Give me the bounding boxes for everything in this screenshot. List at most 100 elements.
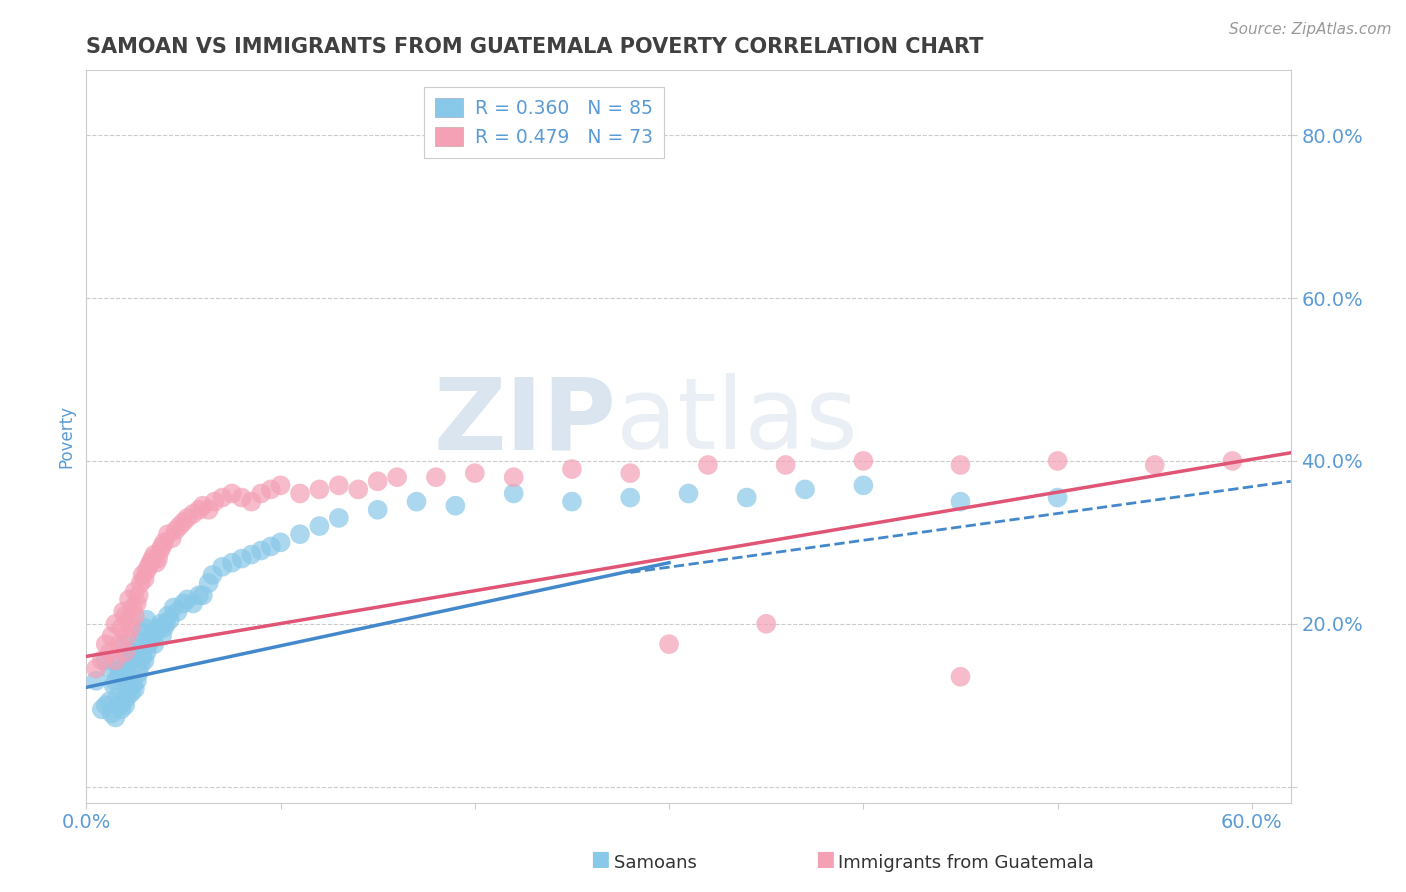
Point [169, 519, 191, 533]
Point [188, 502, 211, 516]
Point [172, 597, 194, 611]
Point [135, 564, 157, 578]
Point [211, 491, 233, 505]
Point [108, 665, 131, 680]
Point [84, 662, 107, 676]
Point [163, 600, 186, 615]
Point [240, 548, 263, 562]
Point [108, 637, 131, 651]
Point [138, 637, 160, 651]
Point [347, 483, 370, 497]
Point [159, 613, 181, 627]
Point [94, 698, 117, 713]
Point [176, 592, 198, 607]
Point [118, 681, 141, 696]
Text: ■: ■ [591, 849, 610, 869]
Point [221, 486, 243, 500]
Point [84, 673, 107, 688]
Point [114, 637, 136, 651]
Point [191, 499, 214, 513]
Point [1143, 458, 1166, 472]
Point [128, 588, 150, 602]
Point [94, 637, 117, 651]
Point [104, 710, 127, 724]
Point [115, 657, 138, 672]
Point [125, 673, 148, 688]
Point [135, 613, 157, 627]
Point [131, 649, 153, 664]
Point [678, 486, 700, 500]
Point [125, 641, 148, 656]
Point [775, 458, 797, 472]
Point [145, 624, 167, 639]
Point [221, 556, 243, 570]
Point [115, 690, 138, 705]
Point [124, 584, 146, 599]
Point [1046, 491, 1069, 505]
Point [1222, 454, 1244, 468]
Point [150, 629, 173, 643]
Point [90, 653, 112, 667]
Point [98, 645, 121, 659]
Point [288, 486, 311, 500]
Point [270, 535, 292, 549]
Point [129, 576, 152, 591]
Point [104, 673, 127, 688]
Point [105, 657, 128, 672]
Point [328, 478, 350, 492]
Point [191, 588, 214, 602]
Point [139, 633, 162, 648]
Point [231, 491, 253, 505]
Point [122, 600, 145, 615]
Point [155, 616, 177, 631]
Point [149, 616, 172, 631]
Point [141, 629, 163, 643]
Point [114, 665, 136, 680]
Point [165, 523, 187, 537]
Point [153, 535, 176, 549]
Point [128, 665, 150, 680]
Point [110, 702, 132, 716]
Point [110, 670, 132, 684]
Text: ■: ■ [815, 849, 835, 869]
Point [755, 616, 778, 631]
Point [328, 511, 350, 525]
Point [697, 458, 720, 472]
Point [166, 605, 188, 619]
Point [115, 629, 138, 643]
Point [197, 576, 219, 591]
Point [114, 645, 136, 659]
Point [94, 653, 117, 667]
Point [114, 608, 136, 623]
Point [172, 515, 194, 529]
Point [118, 613, 141, 627]
Point [135, 645, 157, 659]
Point [122, 678, 145, 692]
Point [139, 556, 162, 570]
Point [197, 502, 219, 516]
Point [204, 494, 226, 508]
Point [134, 653, 156, 667]
Point [561, 494, 583, 508]
Point [735, 491, 758, 505]
Point [949, 670, 972, 684]
Text: Samoans: Samoans [591, 855, 696, 872]
Point [143, 637, 166, 651]
Point [188, 588, 211, 602]
Point [385, 470, 408, 484]
Point [444, 499, 467, 513]
Point [658, 637, 681, 651]
Point [100, 706, 122, 721]
Point [120, 686, 142, 700]
Point [308, 519, 330, 533]
Point [367, 502, 389, 516]
Point [502, 470, 524, 484]
Point [103, 678, 125, 692]
Point [619, 466, 641, 480]
Point [240, 494, 263, 508]
Point [146, 621, 169, 635]
Point [260, 483, 283, 497]
Point [100, 629, 122, 643]
Point [211, 559, 233, 574]
Point [201, 568, 224, 582]
